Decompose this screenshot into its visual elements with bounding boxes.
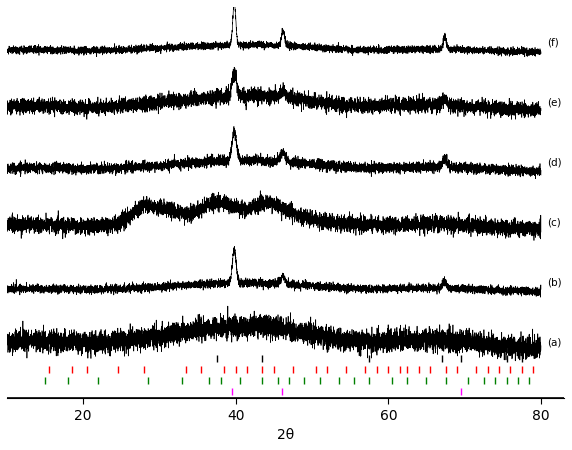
Text: (b): (b) <box>547 277 562 287</box>
Text: (f): (f) <box>547 38 559 48</box>
Text: (c): (c) <box>547 217 561 227</box>
X-axis label: 2θ: 2θ <box>277 428 294 442</box>
Text: (a): (a) <box>547 337 561 347</box>
Text: (e): (e) <box>547 98 561 108</box>
Text: (d): (d) <box>547 158 562 167</box>
